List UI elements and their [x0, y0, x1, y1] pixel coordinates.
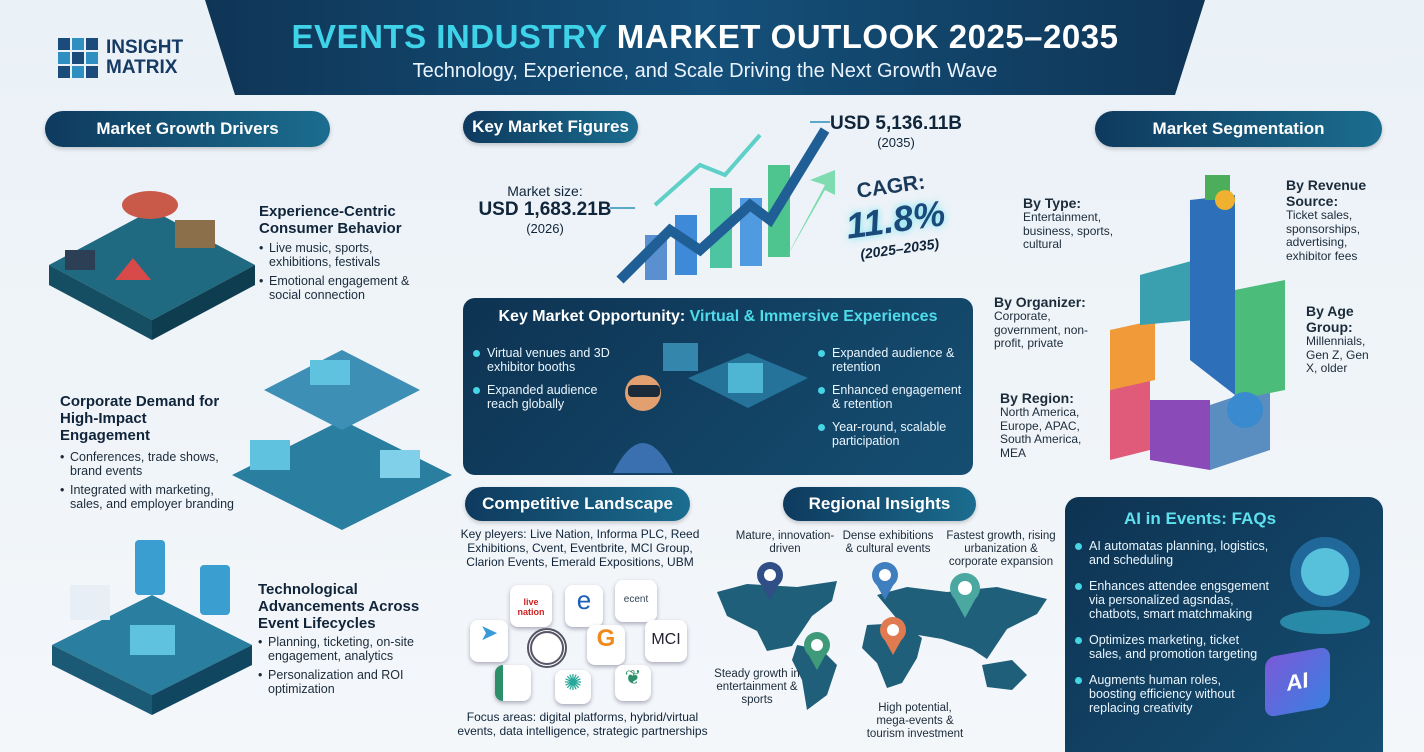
driver-bullets-3: Planning, ticketing, on-site engagement,…: [258, 635, 438, 701]
section-heading-regional: Regional Insights: [783, 487, 976, 521]
pin-europe: [872, 562, 898, 600]
market-size-2035: USD 5,136.11B (2035): [830, 113, 963, 150]
logo-live-nation: live nation: [510, 585, 552, 627]
page-title: EVENTS INDUSTRY MARKET OUTLOOK 2025–2035: [291, 18, 1119, 55]
section-heading-drivers: Market Growth Drivers: [45, 111, 330, 147]
opportunity-panel: Key Market Opportunity: Virtual & Immers…: [463, 298, 973, 475]
world-map: [717, 581, 1047, 710]
conference-illustration: [232, 350, 452, 530]
pin-north-america: [757, 562, 783, 600]
logo-g: G: [587, 625, 625, 665]
logo-icon: [58, 38, 98, 78]
segment-by-region: By Region: North America, Europe, APAC, S…: [1000, 390, 1082, 460]
segment-by-type: By Type: Entertainment, business, sports,…: [1023, 195, 1114, 251]
region-note-europe: Dense exhibitions & cultural events: [842, 530, 934, 555]
driver-bullets-1: Live music, sports, exhibitions, festiva…: [259, 241, 429, 307]
opportunity-title: Key Market Opportunity: Virtual & Immers…: [498, 308, 938, 325]
market-size-2026: Market size: USD 1,683.21B (2026): [478, 183, 612, 236]
logo-ring: [527, 628, 567, 668]
vr-user-illustration: [613, 343, 808, 473]
pin-africa: [880, 617, 906, 655]
cagr-block: CAGR: 11.8% (2025–2035): [843, 170, 948, 263]
segment-by-age: By Age Group: Millennials, Gen Z, Gen X, …: [1306, 303, 1369, 375]
growth-chart-illustration: [610, 121, 835, 284]
key-players-text: Key pleyers: Live Nation, Informa PLC, R…: [460, 527, 700, 569]
logo-star: ✺: [555, 670, 591, 704]
logo: INSIGHT MATRIX: [58, 38, 183, 78]
logo-mci: MCI: [645, 620, 687, 662]
logo-leaf: [495, 665, 531, 701]
ai-chip-icon: AI: [1265, 646, 1330, 718]
segment-by-revenue: By Revenue Source: Ticket sales, sponsors…: [1286, 177, 1367, 263]
pin-south-america: [804, 632, 830, 670]
section-heading-competitive: Competitive Landscape: [465, 487, 690, 521]
ai-brain-icon: [1280, 537, 1370, 634]
technology-illustration: [52, 540, 252, 715]
region-note-south-america: Steady growth in entertainment & sports: [714, 668, 800, 706]
segment-by-organizer: By Organizer: Corporate, government, non-…: [994, 294, 1089, 350]
header-banner: [205, 0, 1205, 95]
section-heading-figures: Key Market Figures: [463, 111, 638, 143]
focus-areas-text: Focus areas: digital platforms, hybrid/v…: [457, 710, 708, 738]
region-note-north-america: Mature, innovation-driven: [735, 530, 835, 555]
driver-title-3: Technological Advancements Across Event …: [258, 581, 420, 632]
logo-ecent: ecent: [615, 580, 657, 622]
ai-faq-panel: AI in Events: FAQs AI automatas planning…: [1065, 497, 1383, 752]
logo-laurel: ❦: [615, 665, 651, 701]
driver-title-1: Experience-Centric Consumer Behavior: [259, 203, 402, 237]
segmentation-3d-chart: [1110, 175, 1285, 470]
stadium-illustration: [49, 191, 255, 340]
section-heading-segmentation: Market Segmentation: [1095, 111, 1382, 147]
logo-arrow: ➤: [470, 620, 508, 662]
pin-asia: [950, 573, 980, 618]
driver-title-2: Corporate Demand for High-Impact Engagem…: [60, 393, 220, 444]
region-note-asia: Fastest growth, rising urbanization & co…: [946, 530, 1056, 568]
region-note-africa: High potential, mega-events & tourism in…: [866, 702, 964, 740]
company-logos-cluster: live nation e ecent ➤ G MCI ✺ ❦: [465, 580, 695, 705]
logo-cvent: e: [565, 585, 603, 627]
region-pins: [757, 562, 906, 670]
driver-bullets-2: Conferences, trade shows, brand eventsIn…: [60, 450, 245, 516]
page-subtitle: Technology, Experience, and Scale Drivin…: [412, 60, 998, 82]
ai-faq-title: AI in Events: FAQs: [1123, 509, 1277, 528]
